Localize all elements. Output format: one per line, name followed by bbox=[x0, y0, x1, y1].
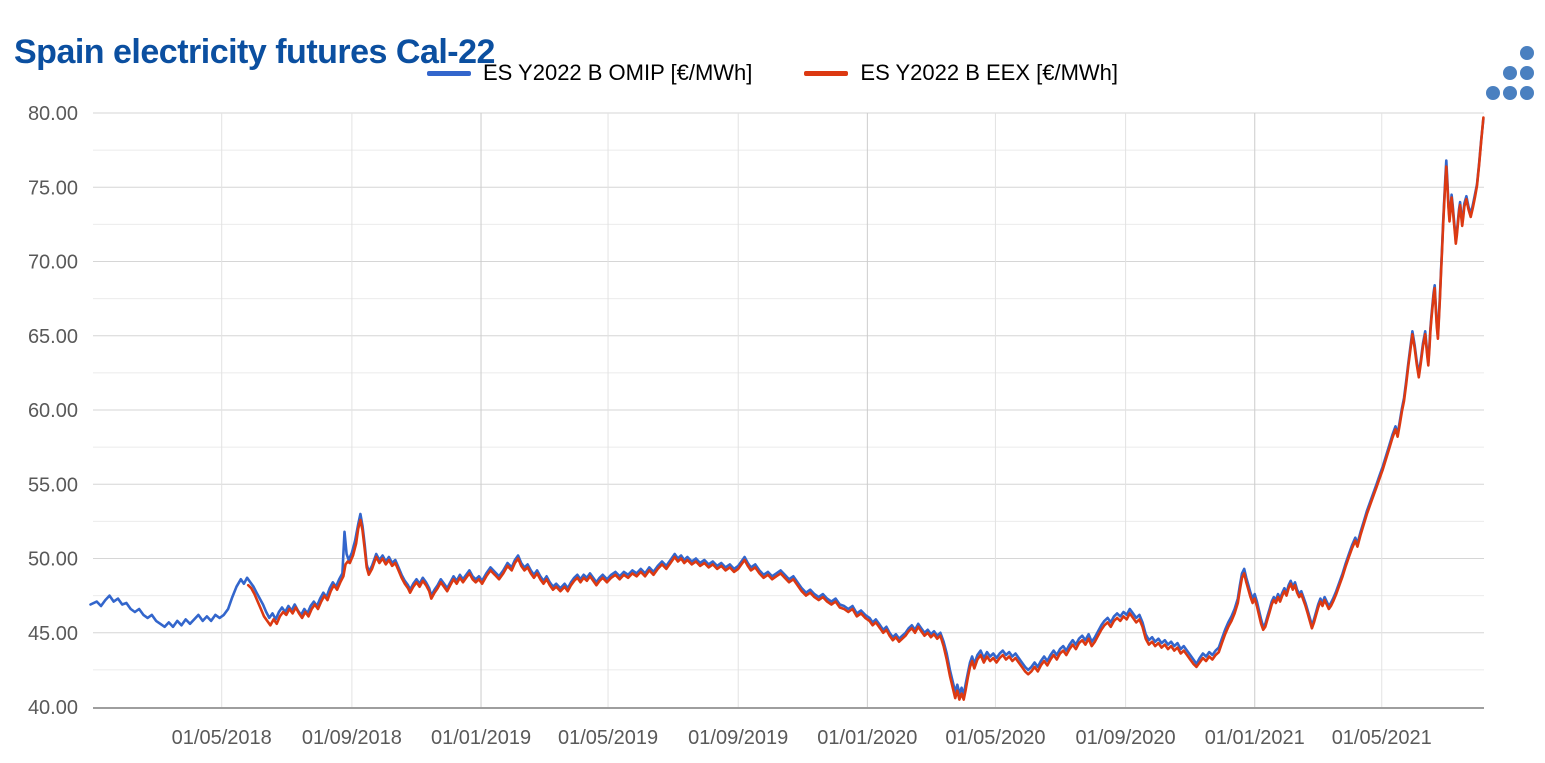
y-tick-label: 75.00 bbox=[28, 177, 78, 199]
logo-dot-icon bbox=[1520, 46, 1534, 60]
y-axis-labels: 80.00 75.00 70.00 65.00 60.00 55.00 50.00 45.00… bbox=[28, 103, 78, 719]
logo-dot-icon bbox=[1503, 66, 1517, 80]
x-tick-label: 01/01/2021 bbox=[1205, 727, 1305, 749]
logo-dot-icon bbox=[1520, 86, 1534, 100]
series-line-omip bbox=[89, 117, 1485, 697]
x-tick-label: 01/05/2020 bbox=[945, 727, 1045, 749]
triangle-dots-logo-icon bbox=[1486, 46, 1534, 100]
logo-dot-icon bbox=[1520, 66, 1534, 80]
y-tick-label: 40.00 bbox=[28, 697, 78, 719]
x-tick-label: 01/05/2018 bbox=[172, 727, 272, 749]
x-tick-label: 01/05/2019 bbox=[558, 727, 658, 749]
x-tick-label: 01/05/2021 bbox=[1332, 727, 1432, 749]
logo-dot-icon bbox=[1503, 86, 1517, 100]
logo-dot-icon bbox=[1486, 86, 1500, 100]
page-title: Spain electricity futures Cal-22 bbox=[14, 32, 495, 71]
x-tick-label: 01/09/2019 bbox=[688, 727, 788, 749]
y-tick-label: 65.00 bbox=[28, 326, 78, 348]
y-tick-label: 60.00 bbox=[28, 400, 78, 422]
gridlines bbox=[93, 112, 1484, 707]
x-tick-label: 01/09/2020 bbox=[1076, 727, 1176, 749]
y-tick-label: 70.00 bbox=[28, 252, 78, 274]
series-line-eex bbox=[246, 116, 1485, 701]
y-tick-label: 55.00 bbox=[28, 474, 78, 496]
y-tick-label: 80.00 bbox=[28, 103, 78, 125]
x-tick-label: 01/01/2019 bbox=[431, 727, 531, 749]
y-tick-label: 45.00 bbox=[28, 623, 78, 645]
x-axis-labels: 01/05/2018 01/09/2018 01/01/2019 01/05/2019… bbox=[172, 727, 1432, 749]
x-tick-label: 01/01/2020 bbox=[817, 727, 917, 749]
y-tick-label: 50.00 bbox=[28, 549, 78, 571]
x-tick-label: 01/09/2018 bbox=[302, 727, 402, 749]
